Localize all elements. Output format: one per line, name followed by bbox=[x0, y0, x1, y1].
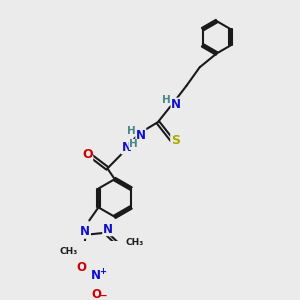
Text: N: N bbox=[171, 98, 181, 111]
Text: O: O bbox=[76, 262, 86, 275]
Text: +: + bbox=[99, 267, 106, 276]
Text: CH₃: CH₃ bbox=[125, 238, 143, 247]
Text: N: N bbox=[91, 269, 101, 282]
Text: N: N bbox=[136, 129, 146, 142]
Text: N: N bbox=[122, 141, 131, 154]
Text: H: H bbox=[127, 126, 135, 136]
Text: O: O bbox=[92, 288, 102, 300]
Text: CH₃: CH₃ bbox=[59, 247, 77, 256]
Text: S: S bbox=[171, 134, 180, 147]
Text: O: O bbox=[82, 148, 93, 161]
Text: N: N bbox=[80, 225, 90, 238]
Text: H: H bbox=[162, 95, 171, 105]
Text: N: N bbox=[103, 223, 113, 236]
Text: H: H bbox=[129, 140, 138, 149]
Text: −: − bbox=[99, 291, 108, 300]
